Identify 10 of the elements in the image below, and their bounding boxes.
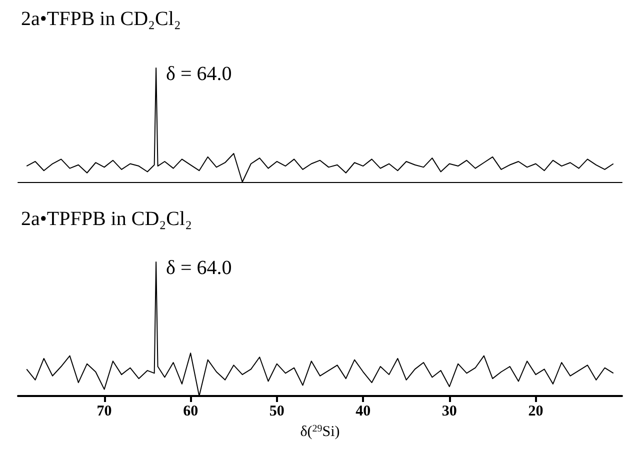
annotation: δ = 64.0 [166,257,232,279]
x-tick-label: 50 [269,404,284,420]
chart-title: 2a•TFPB in CD₂Cl₂ [21,8,181,30]
x-tick-label: 70 [96,404,112,420]
chart-title: 2a•TPFPB in CD₂Cl₂ [21,208,192,230]
x-tick-label: 20 [528,404,544,420]
x-tick-label: 40 [356,404,371,420]
x-tick-label: 30 [442,404,457,420]
annotation: δ = 64.0 [166,63,232,85]
x-tick-label: 60 [183,404,198,420]
